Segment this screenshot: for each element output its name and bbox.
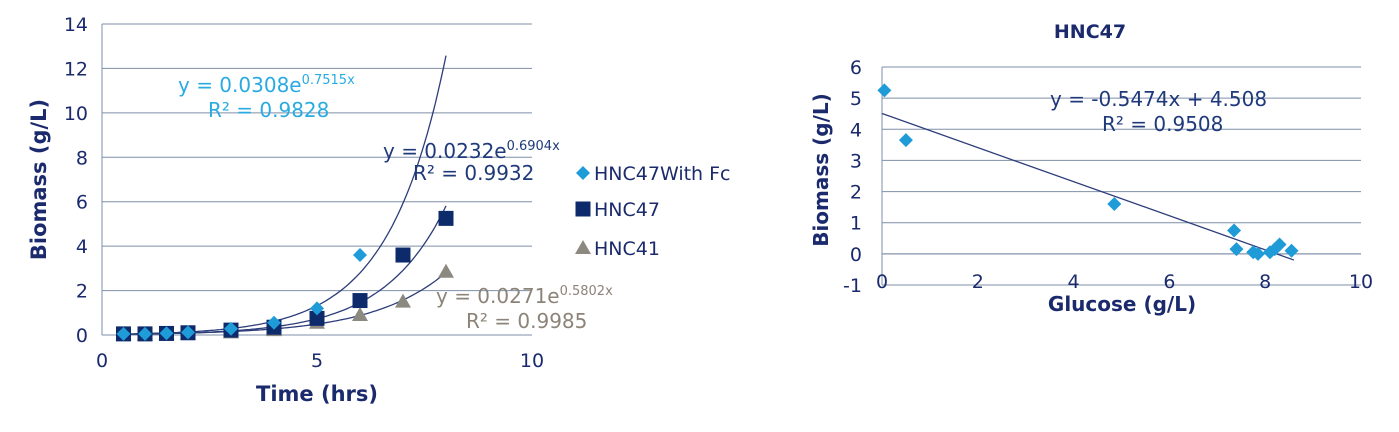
data-point-series-1: [352, 293, 368, 309]
y-axis-title: Biomass (g/L): [27, 99, 51, 260]
trendline-equation-0: y = 0.0308e0.7515x: [178, 73, 355, 97]
data-point-series-2: [395, 293, 411, 308]
data-point-series-1: [395, 247, 411, 263]
data-point: [1107, 197, 1122, 212]
data-point-series-2: [352, 307, 368, 322]
legend-label: HNC47With Fc: [594, 163, 731, 185]
legend-entry: HNC47With Fc: [576, 163, 731, 185]
y-tick-label: 4: [850, 119, 862, 141]
data-point: [1284, 243, 1299, 258]
legend-label: HNC41: [594, 238, 660, 260]
y-tick-label: -1: [843, 275, 862, 297]
trendline-r2: R² = 0.9508: [1102, 112, 1223, 136]
trendline-linear: [881, 112, 1295, 261]
equation-base: y = 0.0232e: [383, 139, 507, 163]
equation-base: y = 0.0308e: [178, 73, 302, 97]
equation-exponent: 0.7515x: [302, 73, 355, 88]
x-tick-label: 6: [1163, 271, 1175, 293]
legend-label: HNC47: [594, 199, 660, 221]
x-tick-label: 4: [1068, 271, 1080, 293]
trendline-2: [123, 272, 447, 335]
chart-title: HNC47: [1054, 21, 1126, 43]
trendline-equation-1: y = 0.0232e0.6904x: [383, 139, 560, 163]
trendline-equation-2: y = 0.0271e0.5802x: [436, 284, 613, 308]
data-point-series-0: [138, 326, 152, 341]
x-tick-label: 0: [96, 350, 108, 372]
data-point-series-2: [438, 263, 454, 278]
x-axis-title: Time (hrs): [256, 382, 378, 406]
data-point-series-0: [116, 326, 131, 341]
data-point: [877, 83, 892, 98]
data-point-series-0: [224, 321, 238, 336]
equation-base: y = 0.0271e: [436, 284, 560, 308]
equation-exponent: 0.5802x: [560, 284, 613, 299]
y-tick-label: 12: [64, 58, 88, 80]
y-tick-label: 3: [850, 150, 862, 172]
legend-entry: HNC41: [575, 238, 660, 260]
x-tick-label: 10: [1349, 271, 1373, 293]
growth-chart: 0 2 4 6 8 10 12 14 0 5 10 Time (hrs) Biomass (g/L) y …: [27, 14, 731, 406]
data-point-series-0: [267, 315, 281, 330]
trendline-r2-0: R² = 0.9828: [208, 98, 329, 122]
y-tick-label: 0: [850, 244, 862, 266]
y-tick-label: 6: [850, 57, 862, 79]
y-tick-label: 0: [76, 325, 88, 347]
y-axis-title: Biomass (g/L): [809, 93, 833, 247]
data-point-series-0: [159, 326, 174, 341]
trendline-equation: y = -0.5474x + 4.508: [1050, 87, 1267, 111]
data-point: [1229, 242, 1244, 257]
x-tick-label: 0: [876, 271, 888, 293]
data-point-series-1: [438, 210, 454, 226]
data-point: [1227, 223, 1242, 238]
y-tick-label: 2: [76, 281, 88, 303]
data-point-series-1: [309, 310, 325, 326]
x-tick-label: 2: [972, 271, 984, 293]
data-point: [1251, 246, 1266, 261]
trendline-0: [123, 55, 447, 335]
trendline-1: [123, 205, 447, 335]
equation-exponent: 0.6904x: [507, 139, 560, 154]
data-point: [1272, 237, 1287, 252]
y-tick-label: 2: [850, 182, 862, 204]
legend-entry: HNC47: [575, 199, 660, 221]
glucose-chart: HNC47 -1 0 1 2 3 4 5 6 0 2 4 6 8 10 Glucose (g/L) Biomas…: [809, 21, 1373, 316]
x-tick-label: 8: [1259, 271, 1271, 293]
y-tick-label: 14: [64, 14, 88, 36]
data-point-series-0: [353, 248, 367, 263]
y-tick-label: 6: [76, 192, 88, 214]
y-tick-label: 1: [850, 213, 862, 235]
legend-marker-2: [575, 240, 591, 254]
trendline-r2-2: R² = 0.9985: [466, 309, 587, 333]
data-point: [898, 133, 913, 148]
data-point-series-0: [310, 301, 324, 316]
y-tick-label: 4: [76, 236, 88, 258]
y-tick-label: 8: [76, 147, 88, 169]
legend-marker-1: [575, 201, 591, 217]
x-tick-label: 10: [520, 350, 544, 372]
x-tick-label: 5: [311, 350, 323, 372]
x-axis-title: Glucose (g/L): [1048, 292, 1196, 316]
trendline-r2-1: R² = 0.9932: [413, 161, 534, 185]
data-point-series-0: [181, 325, 195, 340]
y-tick-label: 10: [64, 103, 88, 125]
legend-marker-0: [576, 166, 590, 180]
y-tick-label: 5: [850, 88, 862, 110]
